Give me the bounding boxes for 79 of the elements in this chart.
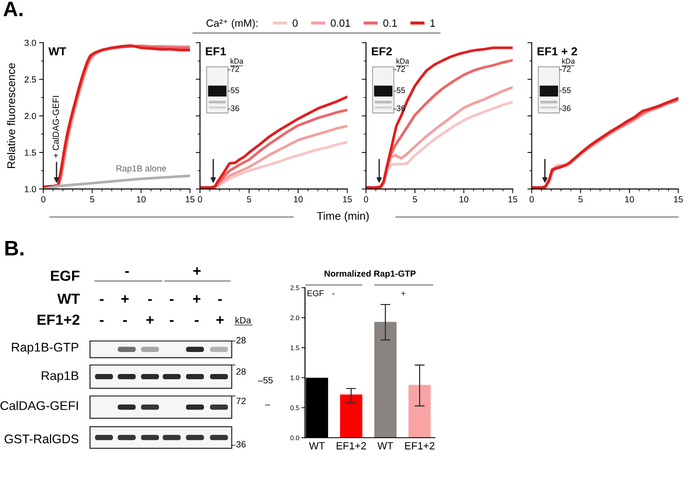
text: – [265,404,270,406]
x-tick-label: 5 [247,196,252,202]
annotation: 72 [396,66,405,72]
annotation: + [401,291,406,296]
text: - [100,299,104,301]
chart-title: EF1 + 2 [538,47,578,56]
text: –55 [258,377,273,384]
annotation: 55 [396,88,405,94]
text: CalDAG-GEFI [0,400,78,410]
text: 28 [236,368,246,375]
x-tick-label: 0 [198,196,202,202]
text: - [100,320,104,322]
chart-title: Normalized Rap1-GTP [324,270,416,278]
text: A. [4,2,22,16]
x-tick-label: 10 [625,196,634,202]
y-axis-title: Relative fluorescence [6,63,16,168]
text: 28 [236,337,246,344]
x-tick-label: 0 [41,196,46,202]
x-tick-label: 15 [508,196,518,202]
text: Rap1B-GTP [12,342,78,354]
text: + [193,267,201,275]
annotation: 72 [230,66,240,72]
annotation: 36 [562,105,571,112]
text: + [193,295,200,303]
legend-label: 0.01 [330,19,350,27]
x-tick-label: EF1+2 [405,442,434,450]
text: 36 [236,441,246,448]
chart-title: EF2 [372,47,392,56]
text: Rap1B [42,371,78,383]
annotation: 72 [562,66,571,72]
text: EF1+2 [38,314,80,325]
annotation: EGF [308,290,324,296]
text: kDa [236,316,252,324]
x-tick-label: 15 [343,196,352,202]
x-tick-label: 10 [136,196,146,202]
annotation: + CalDAG-GEFI [52,96,59,158]
x-tick-label: 15 [674,196,683,202]
x-tick-label: 10 [460,196,468,202]
text: B. [5,241,24,256]
y-tick-label: 2.0 [24,112,36,120]
text: - [148,299,152,301]
legend-label: 1 [430,20,435,27]
x-axis-title: Time (min) [316,212,369,222]
x-tick-label: 5 [90,196,94,202]
legend-title: Ca²⁺ (mM): [206,19,258,29]
chart-title: EF1 [206,47,226,56]
y-tick-label: 1.0 [24,186,36,192]
annotation: 55 [230,88,240,94]
y-tick-label: 3.0 [24,40,36,46]
x-tick-label: 5 [412,196,417,202]
text: 72 [236,398,246,404]
text: - [194,320,199,322]
x-tick-label: 10 [294,196,303,202]
text: - [125,271,129,273]
text: EGF [50,270,80,281]
text: + [121,295,129,303]
series-label: Rap1B alone [116,165,166,174]
annotation: 36 [230,105,240,112]
text: - [218,299,222,301]
x-tick-label: 0 [364,196,368,202]
x-tick-label: WT [309,442,325,450]
legend-label: 0 [292,19,298,27]
text: - [170,320,174,322]
text: + [216,316,224,324]
legend-label: 0.1 [383,19,397,27]
y-tick-label: 1.5 [24,150,36,156]
x-tick-label: EF1+2 [336,442,366,450]
x-tick-label: WT [377,442,394,450]
chart-title: WT [48,47,66,56]
text: WT [57,294,80,304]
text: - [170,299,174,301]
text: - [123,320,127,322]
annotation: 55 [562,88,571,94]
y-tick-label: 2.5 [24,76,36,83]
x-tick-label: 15 [186,196,194,202]
x-tick-label: 5 [578,196,583,202]
text: + [146,316,154,324]
text: GST-RalGDS [4,434,78,444]
x-tick-label: 0 [530,196,534,202]
